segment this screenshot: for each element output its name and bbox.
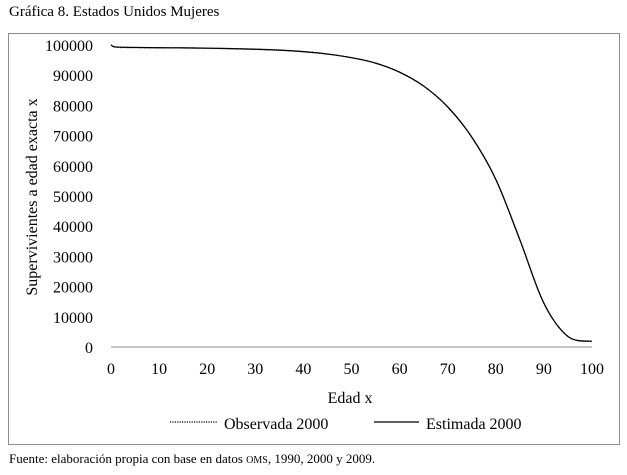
y-tick-label: 50000	[53, 189, 93, 206]
x-tick-label: 100	[580, 361, 604, 378]
x-tick-label: 60	[392, 361, 408, 378]
x-tick-label: 20	[199, 361, 215, 378]
source-note: Fuente: elaboración propia con base en d…	[9, 451, 375, 467]
figure-title: Gráfica 8. Estados Unidos Mujeres	[9, 4, 220, 20]
source-suffix: , 1990, 2000 y 2009.	[267, 451, 376, 466]
y-tick-label: 90000	[53, 68, 93, 85]
y-tick-label: 80000	[53, 98, 93, 115]
y-tick-label: 20000	[53, 280, 93, 297]
series-line-observada	[110, 44, 593, 343]
x-tick-label: 80	[488, 361, 504, 378]
y-tick-label: 40000	[53, 219, 93, 236]
y-tick-label: 10000	[53, 310, 93, 327]
legend-label-observada: Observada 2000	[224, 416, 328, 433]
y-tick-label: 60000	[53, 159, 93, 176]
series-line-estimada	[110, 44, 593, 342]
x-axis-label: Edad x	[328, 390, 373, 407]
x-tick-label: 30	[247, 361, 263, 378]
series-layer	[110, 44, 593, 343]
x-tick-label: 50	[344, 361, 360, 378]
source-abbrev: OMS	[246, 455, 268, 466]
x-tick-label: 90	[536, 361, 552, 378]
legend-label-estimada: Estimada 2000	[426, 416, 522, 433]
source-prefix: Fuente: elaboración propia con base en d…	[9, 451, 247, 466]
x-tick-label: 40	[295, 361, 311, 378]
x-tick-label: 10	[151, 361, 167, 378]
axes: 0 10 20 30 40 50 60 70 80 90 100 0 10000 20000 30000 40…	[45, 38, 604, 378]
x-tick-label: 70	[440, 361, 456, 378]
y-tick-label: 30000	[53, 249, 93, 266]
y-tick-label: 0	[85, 340, 93, 357]
legend: Observada 2000 Estimada 2000	[170, 416, 522, 433]
x-tick-label: 0	[107, 361, 115, 378]
y-tick-label: 70000	[53, 129, 93, 146]
y-axis-label: Supervivientes a edad exacta x	[24, 98, 41, 295]
y-tick-label: 100000	[45, 38, 93, 55]
